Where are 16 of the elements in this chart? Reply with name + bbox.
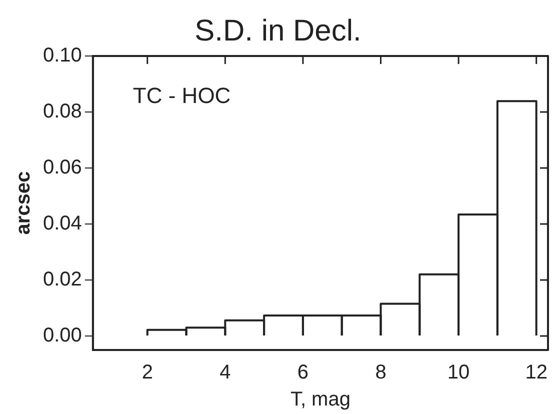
y-axis-title: arcsec [12,171,35,235]
y-tick-label: 0.10 [42,44,82,67]
x-tick-label: 2 [142,362,153,384]
x-tick-label: 6 [297,362,309,384]
chart-title: S.D. in Decl. [194,14,362,48]
x-axis-title: T, mag [290,388,350,411]
x-tick-label: 12 [525,362,548,384]
y-tick-label: 0.06 [42,156,82,179]
x-tick-label: 10 [447,362,470,384]
y-tick-label: 0.04 [42,212,82,235]
x-tick-label: 8 [375,362,386,384]
x-tick-label: 4 [220,362,231,384]
y-tick-label: 0.00 [42,324,82,347]
y-tick-label: 0.02 [42,268,82,291]
annotation: TC - HOC [132,83,231,108]
y-tick-label: 0.08 [42,100,82,123]
